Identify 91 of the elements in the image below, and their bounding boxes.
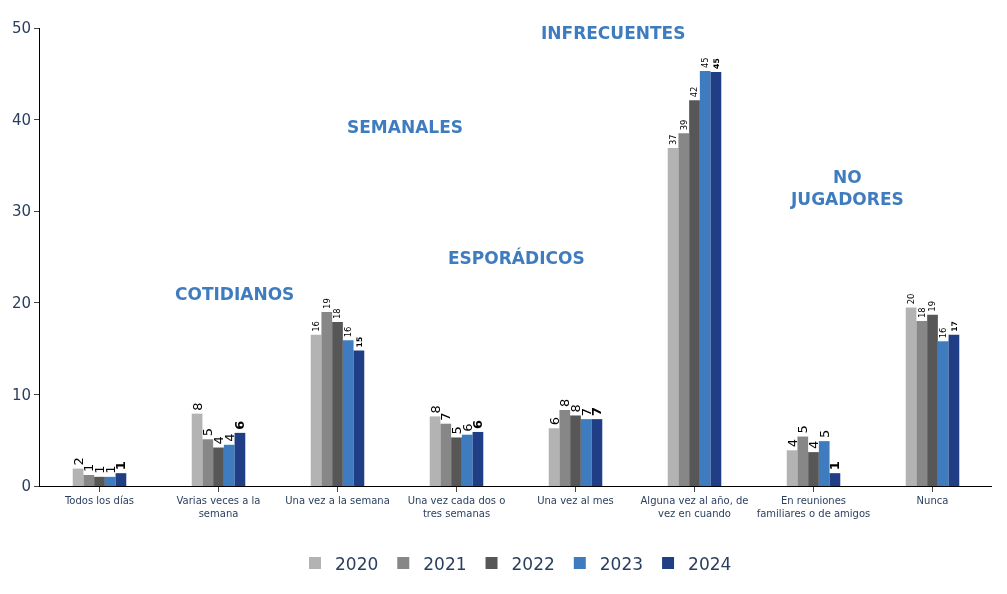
annotation: INFRECUENTES — [541, 23, 686, 43]
y-tick-label: 20 — [11, 294, 31, 313]
bar — [937, 341, 949, 486]
x-tick-label: Nunca — [916, 495, 949, 506]
data-label: 39 — [678, 119, 689, 131]
bar — [797, 436, 809, 486]
data-label: 6 — [470, 419, 486, 429]
x-tick-label: Alguna vez al año, de vez en cuando — [640, 495, 749, 519]
bar — [905, 307, 917, 486]
x-tick-label: Una vez a la semana — [285, 495, 390, 506]
data-label: 1 — [113, 461, 129, 471]
bar — [332, 322, 343, 486]
y-tick-label: 40 — [11, 110, 31, 129]
bar — [667, 148, 679, 486]
data-label: 7 — [589, 407, 605, 417]
bar — [353, 350, 365, 486]
bar — [678, 133, 690, 486]
bar — [461, 434, 473, 486]
data-label: 18 — [332, 308, 343, 320]
data-label: 5 — [816, 429, 832, 439]
data-label: 19 — [321, 298, 332, 309]
y-tick-label: 0 — [21, 477, 31, 496]
bar — [310, 334, 322, 486]
x-tick-label: Una vez cada dos o tres semanas — [407, 495, 506, 519]
bar — [83, 475, 95, 486]
bar — [710, 71, 722, 486]
bar — [927, 314, 938, 486]
bar — [689, 100, 700, 486]
bar — [223, 444, 235, 486]
data-label: 42 — [689, 86, 700, 98]
data-label: 18 — [916, 307, 927, 319]
bar — [342, 340, 354, 486]
data-label: 8 — [427, 405, 443, 414]
x-tick-label: Una vez al mes — [537, 495, 614, 506]
legend-label: 2022 — [511, 553, 555, 574]
annotation: ESPORÁDICOS — [448, 247, 585, 268]
data-label: 4 — [784, 439, 800, 448]
data-label: 16 — [311, 321, 321, 332]
bar — [591, 419, 603, 486]
bar — [321, 311, 333, 486]
legend-label: 2024 — [688, 553, 732, 574]
legend-label: 2020 — [335, 553, 379, 574]
annotation: SEMANALES — [347, 117, 464, 137]
data-label: 45 — [700, 57, 711, 69]
data-label: 7 — [438, 412, 454, 421]
data-label: 8 — [189, 402, 205, 411]
data-label: 5 — [795, 425, 811, 434]
bar — [429, 416, 441, 486]
bar — [548, 428, 560, 486]
bar — [580, 419, 592, 486]
bar — [829, 473, 841, 486]
x-tick-label: En reuniones familiares o de amigos — [756, 495, 871, 519]
bar — [104, 476, 116, 486]
bar — [234, 432, 246, 486]
bar — [72, 468, 84, 486]
data-label: 16 — [343, 326, 354, 338]
data-label: 2 — [70, 457, 86, 466]
data-label: 20 — [906, 293, 916, 305]
data-label: 5 — [200, 428, 216, 437]
x-tick-label: Todos los días — [63, 495, 135, 506]
bar — [440, 423, 452, 486]
bar — [699, 71, 711, 486]
bar — [808, 452, 819, 486]
bar — [191, 413, 203, 486]
annotation: NO JUGADORES — [790, 167, 904, 210]
data-label: 1 — [827, 461, 843, 471]
bar — [786, 450, 798, 486]
x-tick-label: Varias veces a la semana — [176, 495, 261, 519]
bar — [94, 476, 105, 486]
bar — [451, 437, 462, 486]
data-label: 6 — [546, 417, 562, 426]
bar — [559, 409, 571, 486]
y-tick-label: 10 — [11, 385, 31, 404]
data-label: 19 — [927, 301, 938, 312]
bar — [213, 447, 224, 486]
data-label: 6 — [232, 420, 248, 430]
bar — [202, 439, 214, 486]
bar — [948, 334, 960, 486]
bar — [570, 415, 581, 486]
bar — [472, 431, 484, 486]
data-label: 4 — [806, 440, 822, 450]
y-tick-label: 50 — [11, 19, 31, 38]
legend-label: 2021 — [423, 553, 467, 574]
annotation: COTIDIANOS — [175, 284, 295, 304]
y-tick-label: 30 — [11, 202, 31, 221]
bar — [916, 321, 928, 486]
legend-label: 2023 — [599, 553, 644, 574]
data-label: 16 — [938, 327, 949, 339]
bar — [818, 441, 830, 486]
data-label: 37 — [668, 134, 678, 145]
bar — [115, 473, 127, 486]
